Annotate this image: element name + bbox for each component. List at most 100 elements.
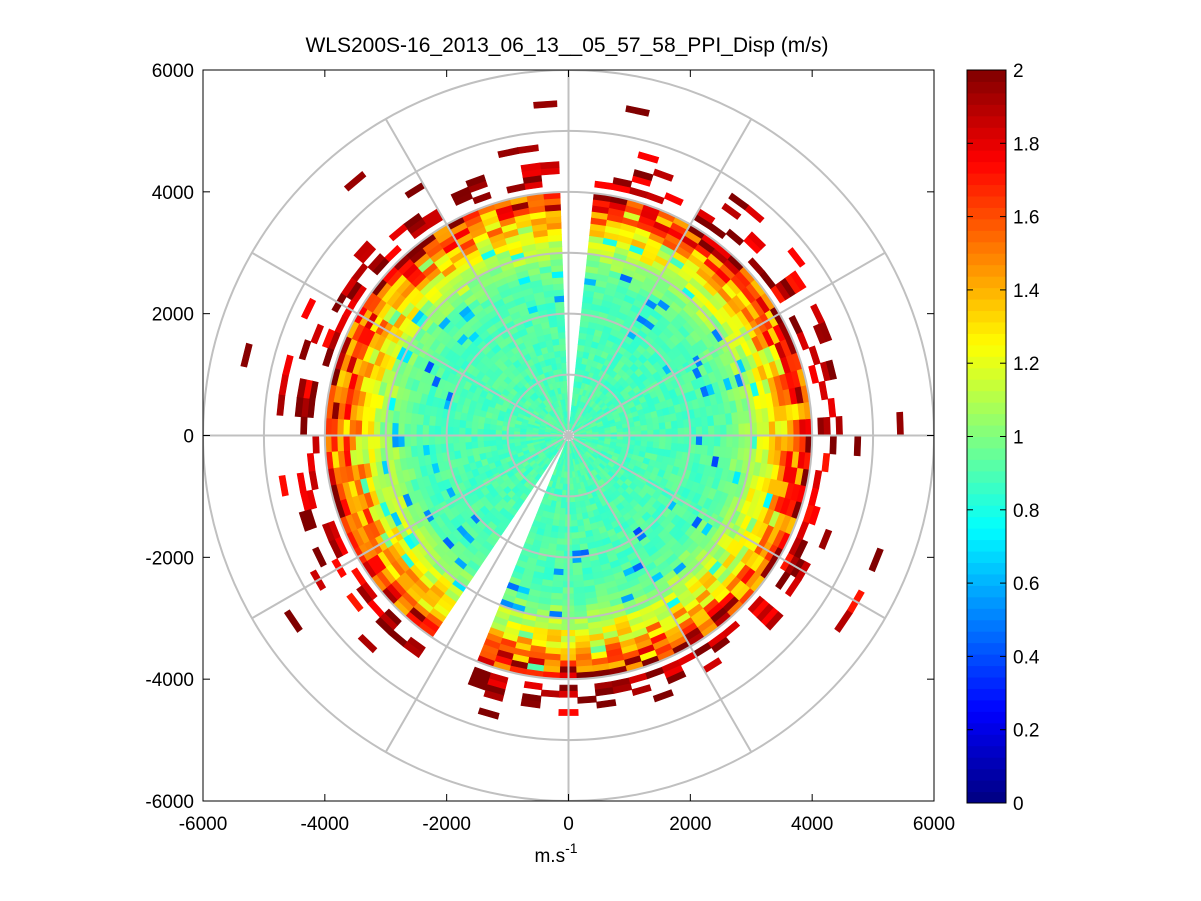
colorbar-stripe [967, 104, 1006, 117]
ppi-cell [631, 684, 652, 696]
ppi-cell [415, 424, 423, 436]
ppi-cell [495, 424, 503, 432]
ppi-cell [397, 423, 405, 436]
ppi-cell [470, 421, 479, 430]
y-tick-label: 0 [183, 427, 194, 448]
ppi-cell [765, 611, 784, 631]
y-tick-label: 6000 [152, 61, 194, 82]
ppi-cell [666, 670, 687, 685]
ppi-cell [551, 586, 564, 595]
ppi-cell [559, 513, 567, 522]
colorbar-tick-label: 1.8 [1013, 134, 1039, 155]
ppi-cell [560, 501, 567, 509]
colorbar-stripe [967, 459, 1006, 472]
ppi-cell [670, 442, 679, 452]
ppi-cell [570, 513, 578, 522]
ppi-cell [428, 435, 436, 446]
polar-spoke [384, 118, 570, 436]
ppi-cell [868, 547, 884, 573]
colorbar-tick-label: 0.6 [1013, 574, 1039, 595]
ppi-cell [728, 192, 749, 211]
colorbar-stripe [967, 218, 1006, 231]
ppi-cell [552, 580, 564, 589]
ppi-cell [477, 422, 485, 430]
ppi-cell [330, 435, 338, 453]
ppi-cell [571, 526, 580, 534]
ppi-cell [572, 568, 584, 576]
ppi-cell [823, 416, 831, 436]
y-tick-label: -6000 [145, 792, 194, 813]
ppi-cell [658, 421, 667, 430]
colorbar-stripe [967, 573, 1006, 586]
colorbar-stripe [967, 608, 1006, 621]
ppi-cell [787, 247, 806, 268]
ppi-cell [572, 386, 578, 394]
ppi-cell [556, 319, 565, 327]
ppi-cell [556, 538, 566, 546]
colorbar-stripe [967, 333, 1006, 346]
ppi-cell [342, 435, 351, 452]
ppi-cell [470, 428, 478, 436]
ppi-cell [707, 424, 716, 436]
ppi-cell [354, 420, 363, 436]
colorbar-stripe [967, 642, 1006, 655]
colorbar-stripe [967, 379, 1006, 392]
ppi-cell [283, 609, 303, 633]
ppi-cell [549, 258, 563, 267]
ppi-cell [571, 519, 579, 528]
colorbar-stripe [967, 390, 1006, 403]
ppi-cell [312, 435, 320, 454]
x-tick-label: -2000 [422, 814, 471, 835]
ppi-cell [721, 202, 742, 220]
colorbar-tick-label: 2 [1013, 61, 1024, 82]
y-tick-label: 2000 [152, 305, 194, 326]
y-tick-label: -4000 [145, 670, 194, 691]
ppi-cell [652, 441, 660, 449]
ppi-cell [550, 270, 564, 279]
ppi-cell [452, 442, 461, 452]
ppi-cell [421, 435, 430, 447]
ppi-cell [768, 420, 776, 436]
ppi-cell [756, 435, 764, 450]
ppi-cell [726, 423, 734, 436]
x-tick-label: -4000 [301, 814, 350, 835]
ppi-cell [346, 592, 364, 613]
ppi-cell [575, 362, 582, 370]
ppi-cell [701, 435, 709, 446]
colorbar-stripe [967, 413, 1006, 426]
colorbar-stripe [967, 631, 1006, 644]
ppi-cell [452, 427, 460, 436]
colorbar-stripe [967, 138, 1006, 151]
ppi-cell [825, 359, 838, 381]
ppi-cell [671, 427, 679, 436]
colorbar-tick-label: 0.8 [1013, 501, 1039, 522]
plot-area: -6000 -4000 -2000 0 2000 4000 6000 -6000 -4000 -2… [145, 61, 955, 835]
ppi-cell [732, 423, 740, 436]
colorbar-stripe [967, 551, 1006, 563]
ppi-cell [421, 424, 430, 436]
colorbar-stripe [967, 528, 1006, 541]
ppi-cell [726, 435, 734, 448]
polar-spoke [567, 118, 753, 436]
colorbar-stripe [967, 230, 1006, 243]
ppi-cell [827, 397, 837, 418]
colorbar-stripe [967, 264, 1006, 277]
ppi-cell [695, 425, 703, 436]
colorbar-stripe [967, 711, 1006, 724]
ppi-cell [483, 690, 505, 702]
ppi-cell [780, 419, 789, 436]
ppi-cell [738, 422, 746, 436]
ppi-cell [391, 422, 399, 436]
ppi-cell [575, 356, 583, 364]
ppi-cell [409, 435, 417, 447]
ppi-cell [558, 519, 566, 528]
ppi-cell [540, 689, 560, 698]
colorbar-stripe [967, 276, 1006, 289]
ppi-cell [818, 528, 833, 550]
ppi-cells [240, 100, 904, 720]
ppi-cell [695, 435, 703, 446]
polar-spoke [251, 251, 569, 437]
polar-spoke [567, 435, 753, 753]
ppi-cell [573, 586, 586, 595]
ppi-cell [562, 483, 568, 491]
